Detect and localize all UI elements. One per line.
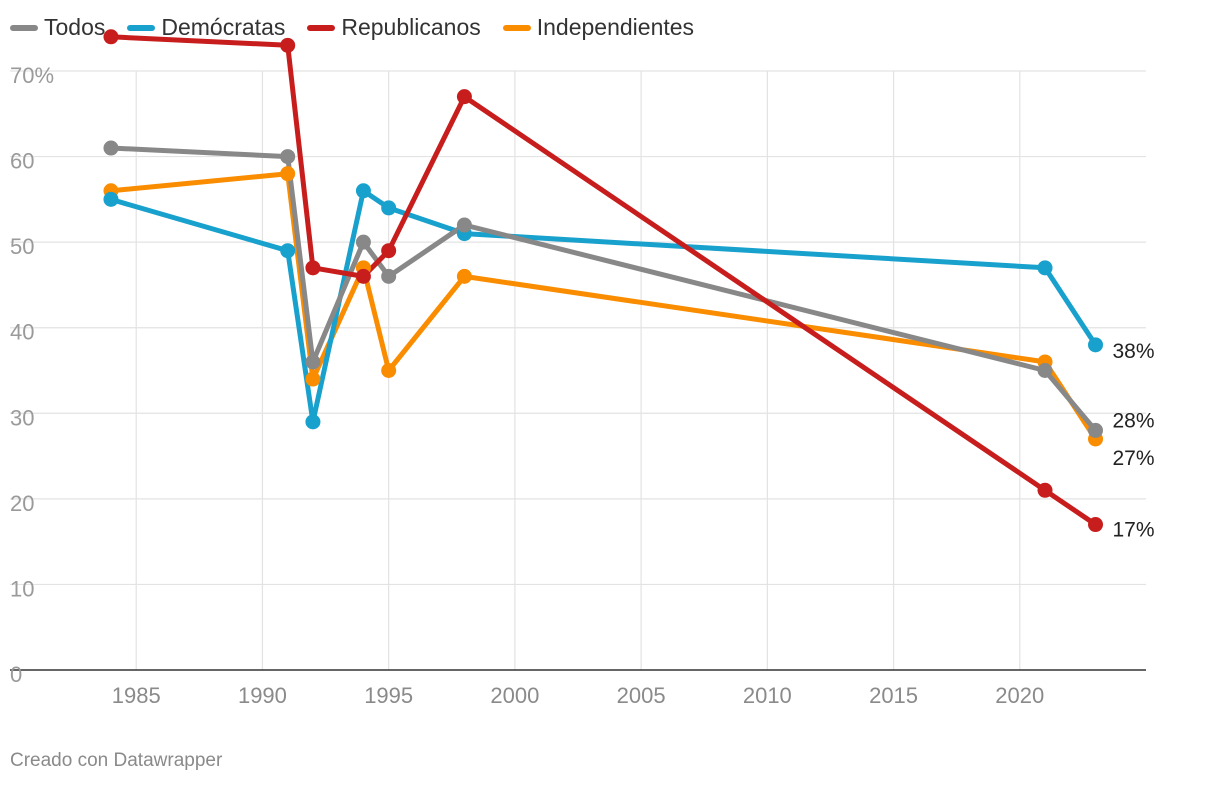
x-tick-label: 2010 [743, 683, 792, 708]
data-point-democratas [305, 414, 321, 430]
data-point-independientes [305, 371, 321, 387]
data-point-todos [103, 140, 119, 156]
series-line-republicanos [108, 34, 1098, 527]
data-point-democratas [280, 243, 296, 259]
data-point-independientes [280, 166, 296, 182]
data-point-republicanos [355, 268, 371, 284]
data-point-todos [305, 354, 321, 370]
y-tick-label: 0 [10, 662, 22, 687]
data-point-republicanos [1037, 482, 1053, 498]
legend-swatch-democratas [127, 24, 156, 31]
data-point-todos [456, 217, 472, 233]
legend-item-todos: Todos [10, 14, 105, 41]
data-point-republicanos [305, 260, 321, 276]
data-point-independientes [381, 363, 397, 378]
legend-swatch-todos [10, 24, 38, 31]
data-point-democratas [103, 191, 119, 207]
y-tick-label: 30 [10, 405, 34, 430]
data-point-republicanos [381, 243, 397, 259]
data-point-republicanos [103, 29, 119, 45]
data-point-todos [355, 234, 371, 250]
y-tick-label: 60 [10, 149, 34, 174]
data-point-republicanos [456, 89, 472, 105]
legend-item-independientes: Independientes [502, 14, 695, 41]
series-line-independientes [108, 171, 1098, 442]
legend-label-democratas: Demócratas [161, 14, 286, 40]
legend-swatch-independientes [502, 24, 531, 31]
y-tick-label: 40 [10, 320, 34, 345]
data-point-todos [1088, 422, 1104, 438]
end-label-independientes: 27% [1113, 447, 1155, 470]
x-tick-label: 1985 [112, 683, 161, 708]
x-tick-label: 2020 [995, 683, 1044, 708]
y-axis-ticks: 0 10 20 30 40 50 60 70% [10, 63, 54, 687]
data-point-todos [1037, 363, 1053, 378]
x-tick-label: 2005 [617, 683, 666, 708]
y-tick-label: 10 [10, 576, 34, 601]
chart-credit: Creado con Datawrapper [10, 750, 223, 771]
chart-grid [10, 70, 1146, 671]
x-tick-label: 2015 [869, 683, 918, 708]
legend-swatch-republicanos [307, 24, 336, 31]
chart-legend: Todos Demócratas Republicanos Independie… [10, 14, 694, 41]
series-line-todos [108, 145, 1098, 433]
legend-label-todos: Todos [44, 14, 106, 40]
data-point-republicanos [280, 37, 296, 53]
data-point-democratas [355, 183, 371, 199]
data-point-democratas [381, 200, 397, 216]
end-labels: 38% 28% 27% 17% [1113, 340, 1155, 542]
end-label-republicanos: 17% [1113, 519, 1155, 542]
legend-label-independientes: Independientes [536, 14, 695, 40]
end-label-democratas: 38% [1113, 340, 1155, 363]
y-tick-label: 50 [10, 234, 34, 259]
data-point-republicanos [1088, 517, 1104, 533]
series-lines [108, 34, 1098, 527]
data-point-todos [381, 268, 397, 284]
legend-item-democratas: Demócratas [127, 14, 285, 41]
x-tick-label: 1990 [238, 683, 287, 708]
x-tick-label: 2000 [490, 683, 539, 708]
legend-item-republicanos: Republicanos [307, 14, 481, 41]
data-point-democratas [1037, 260, 1053, 276]
y-tick-label: 20 [10, 491, 34, 516]
data-point-independientes [456, 268, 472, 284]
end-label-todos: 28% [1113, 409, 1155, 432]
data-point-todos [280, 149, 296, 165]
x-axis-ticks: 1985 1990 1995 2000 2005 2010 2015 2020 [112, 683, 1045, 708]
legend-label-republicanos: Republicanos [341, 14, 481, 40]
series-points [103, 29, 1104, 533]
y-tick-label: 70% [10, 63, 54, 88]
series-line-democratas [108, 188, 1098, 425]
x-tick-label: 1995 [364, 683, 413, 708]
data-point-democratas [1088, 337, 1104, 353]
